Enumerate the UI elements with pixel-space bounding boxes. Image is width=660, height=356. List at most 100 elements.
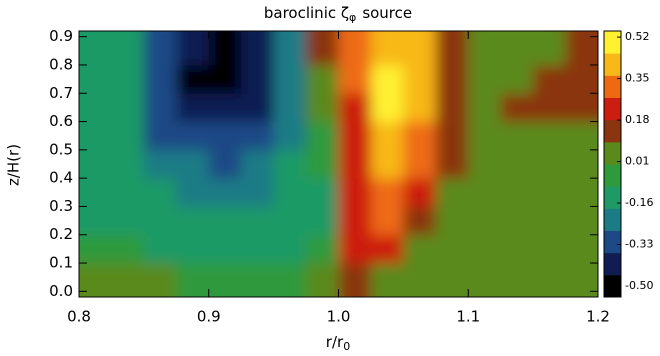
- contour-cell: [370, 234, 404, 264]
- contour-cell: [306, 206, 339, 236]
- contour-cell: [435, 263, 469, 297]
- contour-cell: [435, 64, 469, 94]
- contour-cell: [176, 93, 210, 123]
- contour-cell: [241, 93, 275, 123]
- contour-cell: [306, 31, 339, 66]
- contour-cell: [111, 149, 145, 179]
- contour-cell: [338, 64, 372, 94]
- contour-cell: [338, 234, 372, 264]
- contour-cell: [435, 206, 469, 236]
- contour-cell: [306, 178, 339, 207]
- contour-cell: [111, 64, 145, 94]
- contour-cell: [533, 178, 567, 207]
- contour-cell: [370, 178, 404, 207]
- contour-field: [79, 31, 598, 297]
- contour-cell: [370, 93, 404, 123]
- x-tick-label: 1.2: [586, 308, 610, 326]
- chart-title: baroclinic ζφ source: [264, 4, 412, 25]
- contour-cell: [403, 31, 437, 66]
- contour-cell: [273, 178, 307, 207]
- colorbar-swatch: [604, 274, 621, 298]
- contour-cell: [143, 206, 177, 236]
- contour-cell: [241, 178, 275, 207]
- contour-cell: [241, 149, 275, 179]
- colorbar-swatch: [604, 252, 621, 276]
- y-tick-label: 0.2: [49, 225, 73, 243]
- contour-cell: [273, 64, 307, 94]
- contour-cell: [338, 93, 372, 123]
- contour-cell: [533, 234, 567, 264]
- contour-cell: [273, 121, 307, 151]
- contour-cell: [338, 121, 372, 151]
- contour-cell: [79, 206, 112, 236]
- contour-cell: [565, 64, 598, 94]
- contour-cell: [208, 234, 242, 264]
- contour-cell: [403, 263, 437, 297]
- x-tick-label: 0.8: [67, 308, 91, 326]
- contour-cell: [403, 149, 437, 179]
- contour-cell: [143, 64, 177, 94]
- colorbar-swatch: [604, 31, 621, 54]
- contour-cell: [468, 64, 502, 94]
- y-tick-label: 0.3: [49, 197, 73, 215]
- contour-cell: [273, 206, 307, 236]
- contour-cell: [176, 31, 210, 66]
- contour-cell: [500, 263, 534, 297]
- contour-cell: [208, 31, 242, 66]
- contour-cell: [435, 31, 469, 66]
- colorbar-frame: [603, 30, 622, 298]
- contour-cell: [533, 149, 567, 179]
- y-tick-label: 0.6: [49, 112, 73, 130]
- x-tick-label: 1.1: [456, 308, 480, 326]
- contour-cell: [273, 93, 307, 123]
- contour-cell: [176, 64, 210, 94]
- contour-cell: [565, 149, 598, 179]
- contour-cell: [370, 149, 404, 179]
- contour-cell: [468, 234, 502, 264]
- colorbar-tick-label: 0.52: [625, 30, 650, 43]
- contour-cell: [306, 64, 339, 94]
- x-tick-label: 0.9: [197, 308, 221, 326]
- colorbar-swatch: [604, 164, 621, 187]
- contour-cell: [143, 31, 177, 66]
- contour-cell: [241, 234, 275, 264]
- contour-cell: [403, 121, 437, 151]
- y-tick-label: 0.7: [49, 84, 73, 102]
- cells: [79, 31, 598, 297]
- contour-cell: [403, 93, 437, 123]
- colorbar-tick-label: 0.35: [625, 72, 650, 85]
- contour-cell: [79, 121, 112, 151]
- colorbar-swatch: [604, 75, 621, 98]
- contour-cell: [468, 31, 502, 66]
- colorbar-swatch: [604, 141, 621, 165]
- colorbar-swatch: [604, 230, 621, 254]
- contour-cell: [176, 234, 210, 264]
- contour-cell: [370, 206, 404, 236]
- contour-cell: [468, 149, 502, 179]
- contour-cell: [565, 234, 598, 264]
- contour-cell: [79, 149, 112, 179]
- contour-cell: [143, 234, 177, 264]
- contour-cell: [143, 93, 177, 123]
- contour-cell: [565, 206, 598, 236]
- contour-cell: [176, 121, 210, 151]
- y-axis-label: z/H(r): [5, 144, 23, 186]
- contour-cell: [241, 64, 275, 94]
- colorbar-tick-label: -0.16: [625, 196, 653, 209]
- contour-cell: [403, 206, 437, 236]
- contour-cell: [273, 149, 307, 179]
- colorbar-tick-label: 0.01: [625, 155, 650, 168]
- contour-cell: [208, 149, 242, 179]
- colorbar: 0.52 0.35 0.18 0.01 -0.16 -0.33 -0.50: [603, 30, 653, 298]
- contour-cell: [533, 121, 567, 151]
- contour-cell: [500, 149, 534, 179]
- contour-cell: [338, 149, 372, 179]
- contour-cell: [273, 234, 307, 264]
- contour-cell: [143, 263, 177, 297]
- contour-cell: [176, 178, 210, 207]
- contour-cell: [111, 178, 145, 207]
- contour-cell: [435, 178, 469, 207]
- contour-cell: [306, 121, 339, 151]
- contour-cell: [241, 206, 275, 236]
